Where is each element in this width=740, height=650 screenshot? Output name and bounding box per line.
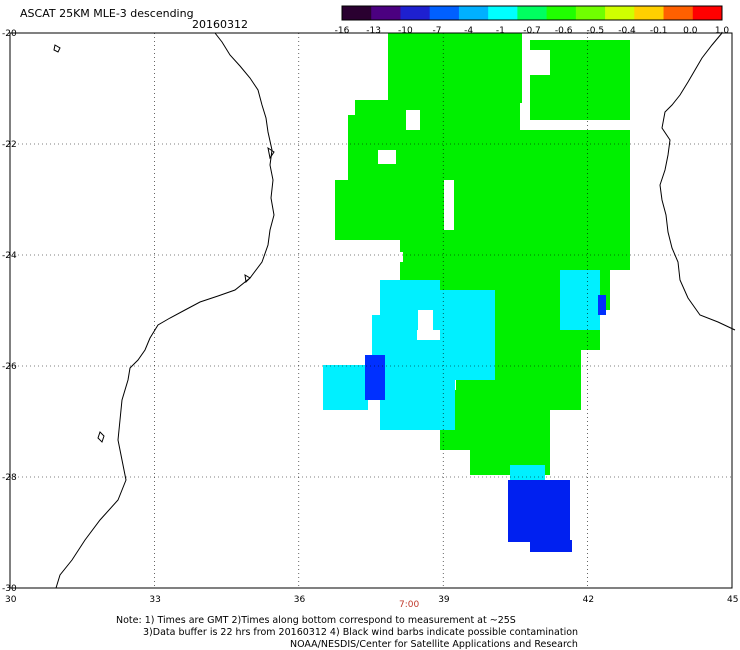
data-cell [380, 360, 455, 430]
map-date: 20160312 [192, 18, 248, 31]
colorbar-tick-label: -0.4 [618, 26, 636, 36]
note-line-2: 3)Data buffer is 22 hrs from 20160312 4)… [143, 627, 579, 638]
grid-lines [9, 32, 733, 589]
data-gap [378, 150, 396, 164]
latitude-label: -30 [2, 584, 17, 594]
longitude-label: 33 [149, 595, 160, 605]
colorbar-segment [429, 6, 460, 20]
time-label: 7:00 [399, 600, 420, 610]
colorbar-segment [546, 6, 577, 20]
data-cell [530, 540, 572, 552]
colorbar-segment [371, 6, 401, 20]
east-coastline [659, 32, 736, 331]
colorbar-tick-label: -0.7 [523, 26, 541, 36]
note-line-1: Note: 1) Times are GMT 2)Times along bot… [116, 615, 516, 626]
colorbar-segment [517, 6, 548, 20]
colorbar-tick-label: -0.6 [554, 26, 573, 36]
longitude-label: 39 [438, 595, 450, 605]
longitude-label: 45 [727, 595, 738, 605]
colorbar-tick-label: -4 [464, 26, 474, 36]
colorbar-segment [663, 6, 694, 20]
latitude-label: -28 [2, 473, 17, 483]
colorbar-segment [342, 6, 372, 20]
data-gap [525, 50, 550, 75]
colorbar [341, 5, 723, 21]
data-cell [365, 355, 385, 400]
west-coastline [55, 32, 275, 589]
colorbar-tick-label: -10 [397, 26, 413, 36]
colorbar-segment [692, 6, 723, 20]
data-cell [440, 290, 495, 340]
latitude-label: -24 [2, 251, 17, 261]
longitude-label: 36 [294, 595, 306, 605]
data-cell [323, 365, 368, 410]
latitude-label: -26 [2, 362, 17, 372]
data-gap [444, 180, 454, 230]
colorbar-tick-label: -7 [432, 26, 442, 36]
colorbar-segment [488, 6, 518, 20]
colorbar-tick-label: -0.1 [649, 26, 668, 36]
data-field [323, 33, 630, 552]
colorbar-segment [634, 6, 665, 20]
data-cell [598, 295, 606, 315]
data-gap [406, 110, 420, 130]
latitude-label: -22 [2, 140, 17, 150]
map-title: ASCAT 25KM MLE-3 descending [20, 7, 194, 20]
colorbar-segment [400, 6, 431, 20]
colorbar-tick-label: -13 [366, 26, 382, 36]
colorbar-tick-label: 0.0 [683, 26, 698, 36]
colorbar-segment [458, 6, 489, 20]
colorbar-segment [575, 6, 606, 20]
data-cell [560, 270, 600, 330]
colorbar-tick-label: -0.5 [586, 26, 605, 36]
colorbar-segment [605, 6, 635, 20]
colorbar-tick-label: -1 [495, 26, 505, 36]
latitude-label: -20 [2, 29, 17, 39]
data-gap [385, 252, 403, 262]
coastal-islands [53, 44, 275, 443]
data-gap [418, 310, 433, 330]
longitude-label: 42 [583, 595, 594, 605]
longitude-label: 30 [5, 595, 17, 605]
data-cell [508, 480, 570, 542]
data-cell [388, 33, 522, 103]
note-line-3: NOAA/NESDIS/Center for Satellite Applica… [290, 639, 578, 650]
colorbar-tick-label: -16 [334, 26, 350, 36]
colorbar-tick-label: 1.0 [714, 26, 730, 36]
